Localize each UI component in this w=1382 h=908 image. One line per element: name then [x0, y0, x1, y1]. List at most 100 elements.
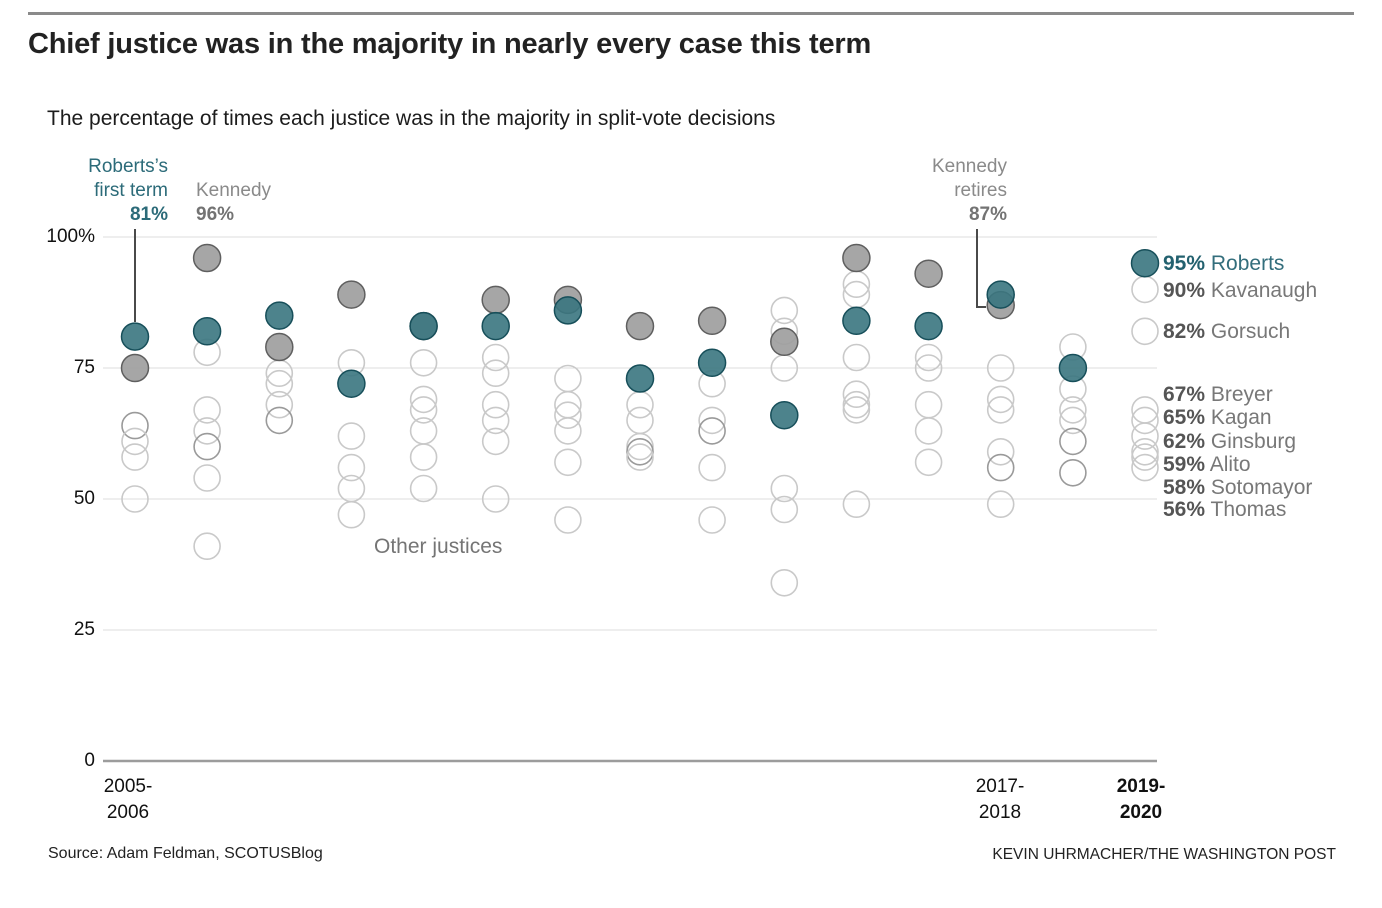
dot-other-2016-17	[914, 343, 943, 372]
dot-other-2014-15	[770, 296, 799, 325]
dot-other-2015-16	[842, 270, 871, 299]
annotation-line: Roberts’s	[88, 156, 168, 177]
x-tick-line: 2020	[1119, 802, 1163, 823]
dot-roberts-2007-08	[265, 301, 294, 330]
dot-other-2019-20	[1131, 443, 1159, 471]
legend-item-sotomayor: 58% Sotomayor	[1163, 475, 1312, 501]
dot-other-2006-07	[193, 532, 221, 561]
dot-other-2006-07	[193, 432, 221, 461]
annotation-line: first term	[94, 180, 168, 201]
x-tick-2017-2018: 2017- 2018	[940, 774, 1060, 826]
x-tick-2005-2006: 2005- 2006	[68, 774, 188, 826]
dot-other-2019-20	[1131, 317, 1159, 346]
legend-name: Kavanaugh	[1210, 279, 1318, 302]
dot-other-2018-19	[1059, 396, 1087, 424]
dot-other-2016-17	[914, 417, 943, 445]
dot-other-2010-11	[481, 343, 510, 372]
dot-other-2010-11	[481, 359, 510, 388]
dot-other-2019-20	[1131, 437, 1159, 466]
dot-kennedy-2010-11	[481, 285, 510, 315]
top-divider-rule	[28, 12, 1354, 15]
annotation-connectors	[134, 229, 986, 322]
dot-kennedy-2012-13	[625, 311, 655, 341]
dot-other-2013-14	[698, 506, 726, 534]
dot-other-2015-16	[842, 390, 871, 419]
legend-pct: 67%	[1163, 383, 1206, 406]
byline-credit: KEVIN UHRMACHER/THE WASHINGTON POST	[992, 846, 1336, 863]
legend-name: Kagan	[1210, 406, 1272, 429]
dot-roberts-2013-14	[697, 348, 727, 378]
dot-roberts-2009-10	[409, 311, 438, 341]
dot-other-2011-12	[554, 390, 582, 419]
other-justices-label: Other justices	[374, 535, 503, 558]
dot-other-2013-14	[698, 417, 726, 445]
dot-kennedy-2013-14	[697, 306, 727, 336]
dot-other-2012-13	[626, 432, 654, 461]
x-tick-line: 2018	[978, 802, 1022, 823]
legend-item-ginsburg: 62% Ginsburg	[1163, 429, 1296, 455]
dot-other-2014-15	[770, 495, 799, 524]
dot-other-2019-20	[1131, 396, 1159, 424]
dot-other-2016-17	[914, 448, 943, 477]
annotation-roberts-first-term: Roberts’s first term 81%	[30, 155, 168, 227]
dot-roberts-2017-18	[986, 280, 1015, 309]
dot-other-2012-13	[626, 443, 654, 471]
dot-kennedy-2016-17	[914, 259, 943, 288]
dot-other-2009-10	[409, 348, 438, 377]
dot-roberts-2014-15	[770, 400, 799, 430]
dot-other-2013-14	[698, 406, 726, 435]
dot-other-2005-06	[121, 485, 149, 513]
dot-other-2008-09	[337, 474, 366, 503]
dot-other-2010-11	[481, 427, 510, 456]
dot-roberts-2019-20	[1130, 248, 1160, 278]
dot-kennedy-2007-08	[265, 332, 294, 362]
dot-other-2007-08	[265, 390, 294, 419]
dot-other-2012-13	[626, 437, 654, 466]
chart-subtitle: The percentage of times each justice was…	[47, 107, 776, 130]
dot-other-2019-20	[1131, 275, 1159, 304]
legend-item-kagan: 65% Kagan	[1163, 405, 1272, 431]
x-tick-line: 2006	[106, 802, 150, 823]
dot-other-2012-13	[626, 390, 654, 419]
dot-other-2014-15	[770, 474, 799, 503]
legend-pct: 82%	[1163, 320, 1206, 343]
dot-roberts-2005-06	[120, 322, 150, 351]
legend-item-kavanaugh: 90% Kavanaugh	[1163, 278, 1317, 304]
dot-roberts-2010-11	[481, 311, 510, 341]
annotation-value: 96%	[196, 204, 235, 225]
dot-other-2019-20	[1131, 453, 1159, 482]
dot-other-2016-17	[914, 354, 943, 382]
x-tick-line: 2005-	[103, 776, 153, 797]
x-tick-line: 2017-	[975, 776, 1025, 797]
dot-other-2019-20	[1131, 406, 1159, 435]
dot-other-2007-08	[265, 406, 294, 435]
gridlines	[103, 236, 1157, 763]
legend-pct: 90%	[1163, 279, 1206, 302]
dot-other-2007-08	[265, 369, 294, 398]
dot-other-2017-18	[986, 453, 1015, 482]
dot-other-2005-06	[121, 443, 149, 471]
legend-name: Gorsuch	[1210, 320, 1291, 343]
y-tick-75: 75	[73, 357, 95, 378]
dot-other-2006-07	[193, 396, 221, 424]
source-credit: Source: Adam Feldman, SCOTUSBlog	[48, 845, 323, 862]
dot-other-2016-17	[914, 390, 943, 419]
legend-item-breyer: 67% Breyer	[1163, 382, 1273, 408]
dot-kennedy-2015-16	[842, 243, 871, 273]
dot-other-2006-07	[193, 417, 221, 445]
dot-other-2011-12	[554, 401, 582, 430]
annotation-kennedy-retires: Kennedy retires 87%	[872, 155, 1007, 227]
dot-kennedy-2005-06	[120, 353, 150, 383]
kennedy-retires-annotation-line	[976, 229, 986, 308]
dot-other-2018-19	[1059, 458, 1087, 487]
legend-name: Ginsburg	[1210, 430, 1297, 453]
annotation-value: 81%	[129, 204, 168, 225]
legend-pct: 95%	[1163, 252, 1206, 275]
dot-other-2008-09	[337, 422, 366, 450]
y-tick-50: 50	[73, 488, 95, 509]
legend-pct: 58%	[1163, 476, 1206, 499]
legend-pct: 59%	[1163, 453, 1206, 476]
annotation-kennedy-peak: Kennedy 96%	[196, 179, 336, 227]
dot-other-2017-18	[986, 437, 1015, 466]
dot-kennedy-2006-07	[192, 243, 222, 273]
